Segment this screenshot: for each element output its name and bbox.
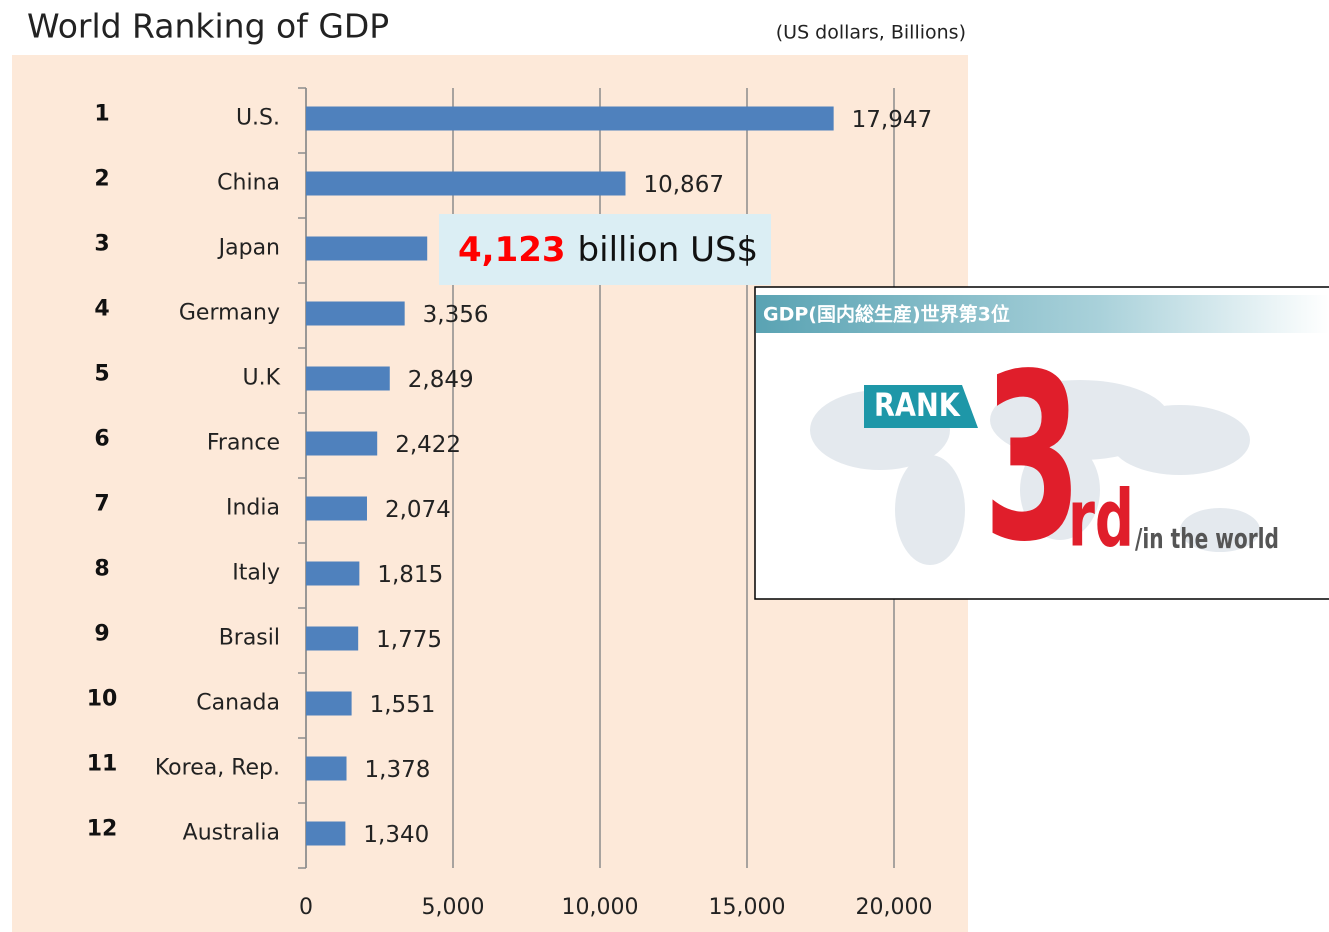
callout-value: 4,123: [458, 230, 566, 270]
bar: [306, 236, 428, 261]
inset: GDP(国内総生産)世界第3位 RANK 3 rd /in the world: [754, 286, 1329, 600]
chart-title: World Ranking of GDP: [27, 7, 389, 46]
x-tick-label: 15,000: [709, 895, 786, 920]
category-label: U.S.: [236, 106, 280, 131]
world-map: [810, 380, 1260, 565]
bar: [306, 821, 346, 846]
rank-label: 10: [87, 687, 118, 712]
value-label: 2,422: [395, 432, 461, 458]
x-tick-label: 10,000: [562, 895, 639, 920]
category-label: Korea, Rep.: [155, 756, 280, 781]
bar: [306, 171, 626, 196]
value-label: 3,356: [423, 302, 489, 328]
category-label: Australia: [183, 821, 280, 846]
value-label: 2,849: [408, 367, 474, 393]
bar: [306, 496, 367, 521]
value-label: 1,775: [376, 627, 442, 653]
category-label: Japan: [217, 236, 280, 261]
rank-label: 1: [94, 102, 109, 127]
bar: [306, 756, 347, 781]
category-label: China: [217, 171, 280, 196]
x-tick-label: 20,000: [856, 895, 933, 920]
rank-tagline: /in the world: [1135, 522, 1279, 555]
rank-label: 3: [94, 232, 109, 257]
value-label: 2,074: [385, 497, 451, 523]
rank-number: 3: [983, 325, 1082, 593]
value-label: 1,378: [365, 757, 431, 783]
value-label: 10,867: [643, 172, 723, 198]
rank-badge-text: RANK: [874, 387, 961, 425]
rank-suffix: rd: [1068, 474, 1134, 564]
callout: 4,123 billion US$: [458, 230, 758, 270]
value-label: 1,551: [370, 692, 436, 718]
inset-header-bar: [756, 295, 1329, 333]
value-label: 1,815: [377, 562, 443, 588]
callout-box: [439, 214, 771, 285]
bar: [306, 431, 378, 456]
chart-subtitle: (US dollars, Billions): [776, 22, 966, 44]
rank-label: 8: [94, 557, 109, 582]
bar: [306, 626, 359, 651]
bar: [306, 301, 405, 326]
category-label: Canada: [196, 691, 280, 716]
category-label: France: [207, 431, 280, 456]
bar: [306, 366, 390, 391]
rank-label: 7: [94, 492, 109, 517]
rank-label: 12: [87, 817, 118, 842]
value-label: 17,947: [852, 107, 932, 133]
category-label: Germany: [179, 301, 280, 326]
rank-label: 4: [94, 297, 109, 322]
bar: [306, 106, 834, 131]
rank-label: 6: [94, 427, 109, 452]
callout-unit: billion US$: [578, 230, 759, 270]
category-label: Brasil: [219, 626, 280, 651]
rank-label: 5: [94, 362, 109, 387]
bar: [306, 691, 352, 716]
rank-label: 9: [94, 622, 109, 647]
x-tick-label: 5,000: [422, 895, 485, 920]
bar: [306, 561, 360, 586]
category-label: Italy: [232, 561, 280, 586]
x-tick-label: 0: [299, 895, 313, 920]
rank-label: 11: [87, 752, 118, 777]
rank-label: 2: [94, 167, 109, 192]
category-label: U.K: [242, 366, 280, 391]
value-label: 1,340: [363, 822, 429, 848]
inset-header: GDP(国内総生産)世界第3位: [763, 303, 1010, 326]
rank-badge: [864, 385, 978, 428]
category-label: India: [226, 496, 280, 521]
